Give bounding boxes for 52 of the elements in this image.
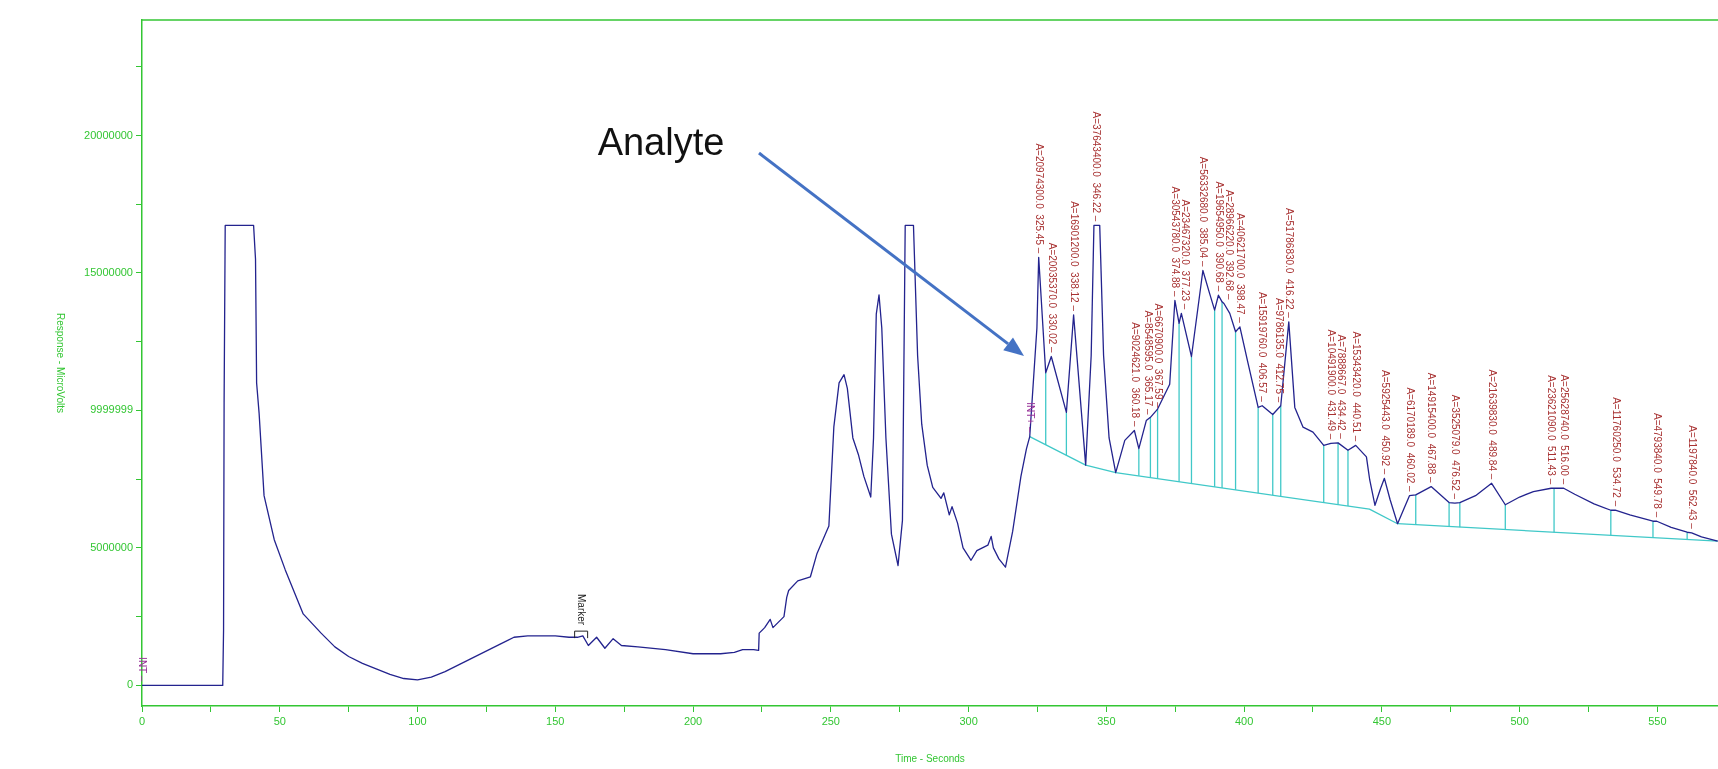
x-tick-label: 500 [1510,714,1529,727]
annotation: A=5925443.0 450.92 – [1379,370,1391,475]
annotation: A=8548595.0 365.17 – [1143,310,1155,416]
x-axis-title: Time - Seconds [895,752,965,764]
annotation: A=15343420.0 440.51 – [1350,331,1362,442]
x-tick-label: 300 [959,714,978,727]
x-tick-label: 450 [1372,714,1392,727]
x-tick-label: 250 [821,714,840,727]
x-tick-label: 100 [408,714,427,727]
annotation: A=1197840.0 562.43 – [1686,425,1698,530]
annotation: A=30543780.0 374.88 – [1170,186,1182,297]
y-tick-label: 0 [126,678,133,691]
annotation: A=15919760.0 406.57 – [1257,291,1269,403]
annotation: A=19654950.0 390.68 – [1213,181,1225,292]
y-tick-label: 5000000 [90,540,133,553]
x-tick-label: 200 [683,714,703,727]
annotation: A=11760250.0 534.72 – [1610,397,1622,507]
annotation: A=16901200.0 338.12 – [1068,201,1080,312]
annotation: A=6670900.0 367.59 – [1153,303,1165,409]
x-tick-label: 0 [138,714,146,727]
y-tick-label: 20000000 [84,128,133,141]
annotation: INT+ – [1024,402,1036,433]
annotation: Analyte [597,121,725,164]
x-tick-label: 150 [546,714,565,727]
annotation: A=9024621.0 360.18 – [1129,322,1141,427]
annotation: INT – [137,657,149,682]
annotation: A=56332680.0 385.04 – [1198,156,1210,267]
annotation: A=40621700.0 398.47 – [1235,213,1247,324]
annotation: A=25628740.0 516.00 – [1558,374,1570,485]
annotation: A=14915400.0 467.88 – [1426,372,1438,484]
x-tick-label: 50 [273,714,286,727]
y-axis-title: Response - MicroVolts [55,312,67,414]
y-tick-label: 9999999 [90,403,133,416]
annotation: A=3525079.0 476.52 – [1450,394,1462,500]
x-tick-label: 350 [1097,714,1116,727]
annotation: A=4793840.0 549.78 – [1652,412,1664,518]
annotation: Marker [575,594,587,626]
annotation: A=6170189.0 460.02 – [1404,387,1416,493]
annotation: A=23467320.0 377.23 – [1180,199,1192,310]
annotation: A=37643400.0 346.22 – [1091,111,1103,222]
annotation: A=20974300.0 325.45 – [1033,143,1045,254]
annotation: A=51786830.0 416.22 – [1284,208,1296,319]
annotation: A=7888667.0 434.42 – [1336,334,1348,440]
x-tick-label: 550 [1648,714,1667,727]
annotation: A=21639830.0 489.84 – [1486,369,1498,480]
annotation: A=20035370.0 330.02 – [1046,242,1058,353]
y-tick-label: 15000000 [84,265,133,278]
annotation: A=23621090.0 511.43 – [1546,375,1558,485]
annotation: A=28966220.0 392.68 – [1223,189,1235,300]
annotation: A=9786135.0 412.75 – [1274,298,1286,403]
annotation: A=10491900.0 431.49 – [1326,329,1338,440]
x-tick-label: 400 [1234,714,1254,727]
